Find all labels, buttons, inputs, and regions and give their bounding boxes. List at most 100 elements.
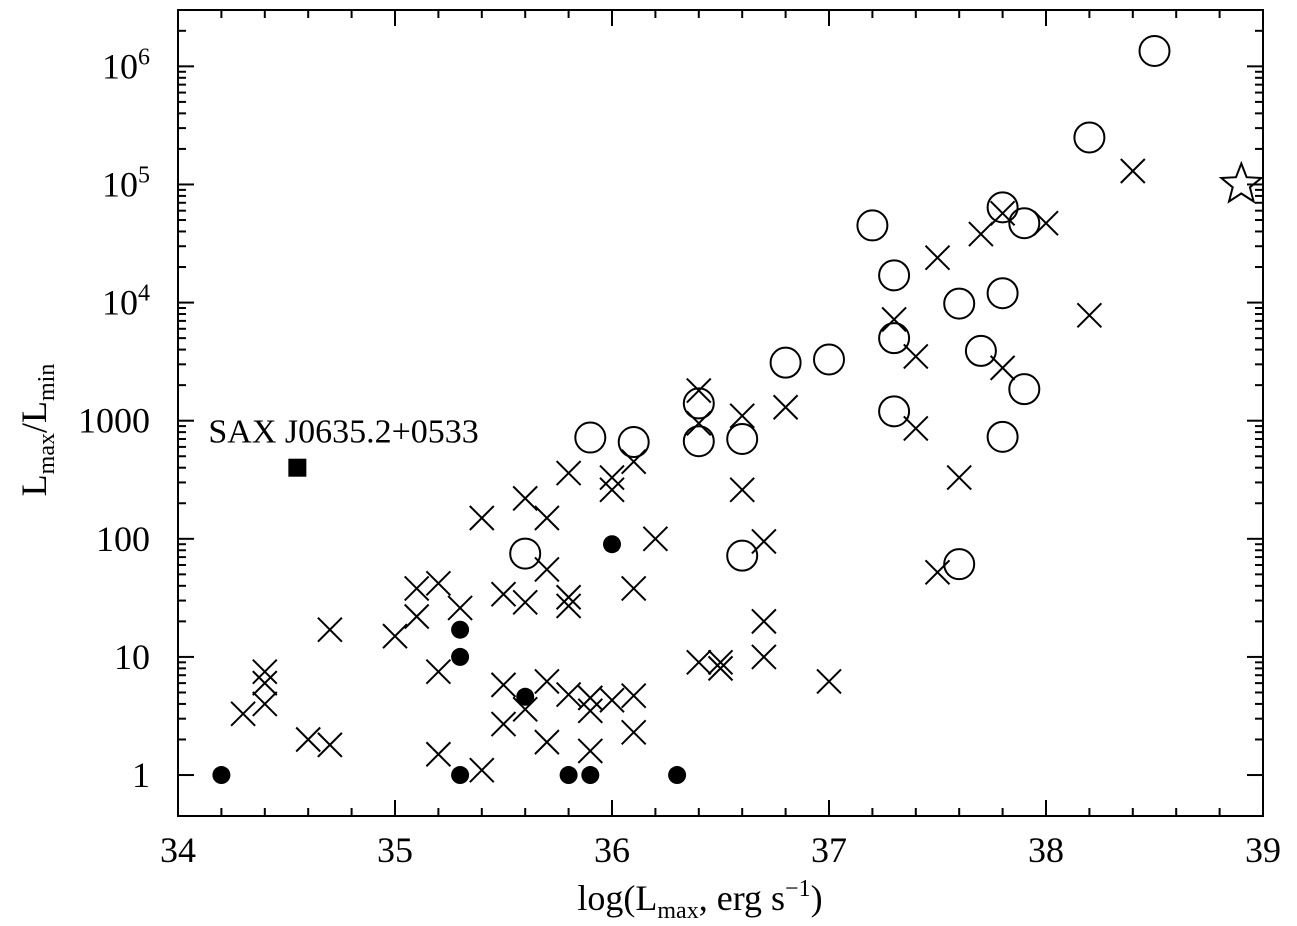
cross-marker	[230, 701, 256, 727]
open-circle-marker	[964, 334, 997, 367]
cross-marker	[469, 757, 495, 783]
cross-marker	[772, 394, 799, 420]
cross-marker	[490, 581, 517, 607]
cross-marker	[751, 644, 777, 670]
cross-marker	[924, 559, 951, 586]
cross-marker	[512, 485, 538, 512]
cross-marker	[686, 649, 712, 676]
cross-marker	[577, 738, 604, 764]
cross-marker	[295, 726, 321, 753]
cross-marker	[816, 668, 842, 695]
cross-marker	[620, 575, 647, 602]
cross-marker	[599, 464, 625, 491]
cross-marker	[989, 355, 1016, 381]
markers	[212, 34, 1264, 785]
cross-marker	[707, 649, 734, 676]
filled-square-marker	[288, 458, 307, 477]
cross-marker	[881, 306, 907, 333]
tick-labels: 34 35 36 37 38 39 1 10 100 1000 104 105 106	[78, 44, 1281, 870]
cross-marker	[924, 244, 951, 271]
cross-marker	[1076, 302, 1103, 329]
open-circle-marker	[726, 539, 759, 572]
open-circle-marker	[682, 387, 715, 420]
cross-marker	[555, 681, 582, 708]
cross-marker	[686, 377, 712, 404]
cross-marker	[252, 670, 278, 696]
y-tick-label: 106	[102, 44, 150, 86]
filled-circle-marker	[451, 620, 470, 639]
open-circle-marker	[682, 425, 715, 458]
open-circle-marker	[769, 346, 802, 379]
cross-marker	[729, 403, 755, 429]
cross-marker	[599, 477, 625, 503]
x-tick-label: 34	[160, 830, 196, 870]
cross-marker	[707, 655, 734, 682]
cross-marker	[425, 570, 452, 597]
cross-marker	[903, 343, 929, 370]
cross-marker	[534, 668, 560, 695]
filled-circle-marker	[451, 766, 470, 785]
open-circle-marker	[878, 322, 911, 355]
filled-circle-marker	[603, 535, 621, 554]
open-circle-marker	[878, 259, 911, 292]
cross-marker	[903, 415, 929, 442]
open-circle-marker	[1138, 34, 1171, 67]
open-circle-marker	[1073, 121, 1106, 154]
cross-marker	[577, 698, 604, 724]
open-circle-marker	[574, 421, 607, 454]
cross-marker	[317, 732, 343, 758]
y-tick-label: 1000	[78, 401, 150, 441]
cross-marker	[382, 623, 408, 649]
filled-circle-marker	[581, 766, 600, 785]
cross-marker	[577, 685, 604, 711]
open-circle-marker	[943, 548, 976, 581]
cross-marker	[469, 505, 495, 531]
plot-frame	[177, 9, 1264, 817]
open-star-marker	[1218, 160, 1264, 204]
cross-marker	[425, 658, 452, 685]
cross-marker	[252, 691, 278, 717]
open-circle-marker	[726, 422, 759, 455]
x-axis-title: log(Lmax, erg s−1)	[577, 876, 822, 924]
cross-marker	[968, 221, 994, 247]
y-axis-title: Lmax/Lmin	[14, 364, 60, 497]
y-tick-label: 105	[102, 162, 150, 204]
x-tick-label: 36	[594, 830, 630, 870]
cross-marker	[555, 584, 582, 610]
open-circle-marker	[617, 426, 650, 459]
cross-marker	[425, 741, 452, 767]
cross-marker	[512, 696, 538, 723]
cross-marker	[620, 719, 647, 746]
cross-marker	[490, 711, 517, 737]
cross-marker	[620, 682, 647, 709]
cross-marker	[599, 687, 625, 713]
x-tick-label: 35	[377, 830, 413, 870]
filled-circle-marker	[451, 647, 470, 666]
cross-marker	[317, 616, 343, 643]
open-circle-marker	[1008, 207, 1041, 240]
x-tick-label: 39	[1245, 830, 1281, 870]
cross-marker	[534, 505, 560, 531]
cross-marker	[447, 595, 473, 621]
open-circle-marker	[986, 420, 1019, 453]
x-tick-label: 38	[1028, 830, 1064, 870]
cross-marker	[555, 460, 582, 486]
cross-marker	[252, 658, 278, 685]
cross-marker	[512, 589, 538, 616]
filled-circle-marker	[212, 766, 231, 785]
filled-circle-marker	[559, 766, 578, 785]
cross-marker	[642, 526, 669, 552]
y-tick-label: 10	[114, 637, 150, 677]
open-circle-marker	[986, 277, 1019, 310]
open-circle-marker	[986, 191, 1019, 224]
cross-marker	[403, 603, 430, 630]
y-tick-label: 100	[96, 519, 150, 559]
open-circle-marker	[813, 343, 845, 376]
ticks	[177, 9, 1264, 816]
annotation-label: SAX J0635.2+0533	[208, 413, 478, 450]
y-tick-label: 1	[132, 755, 150, 795]
x-tick-label: 37	[811, 830, 847, 870]
open-circle-marker	[856, 209, 889, 242]
cross-marker	[490, 672, 517, 698]
